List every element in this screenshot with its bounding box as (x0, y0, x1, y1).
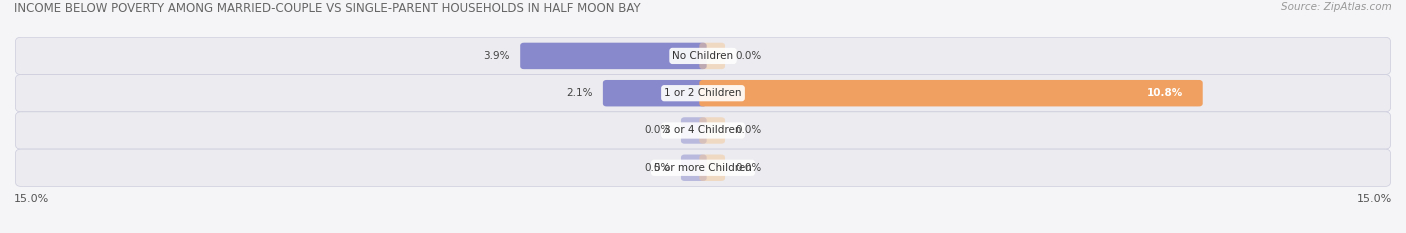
FancyBboxPatch shape (15, 149, 1391, 186)
FancyBboxPatch shape (15, 112, 1391, 149)
Text: 0.0%: 0.0% (735, 126, 762, 135)
FancyBboxPatch shape (15, 37, 1391, 75)
FancyBboxPatch shape (681, 117, 707, 144)
Text: 3 or 4 Children: 3 or 4 Children (664, 126, 742, 135)
FancyBboxPatch shape (699, 117, 725, 144)
Text: 0.0%: 0.0% (735, 51, 762, 61)
Text: 15.0%: 15.0% (1357, 195, 1392, 204)
FancyBboxPatch shape (15, 75, 1391, 112)
Text: 0.0%: 0.0% (644, 163, 671, 173)
FancyBboxPatch shape (681, 154, 707, 181)
FancyBboxPatch shape (699, 43, 725, 69)
Text: 0.0%: 0.0% (735, 163, 762, 173)
Text: 2.1%: 2.1% (567, 88, 593, 98)
Text: 10.8%: 10.8% (1147, 88, 1182, 98)
FancyBboxPatch shape (603, 80, 707, 106)
FancyBboxPatch shape (699, 154, 725, 181)
Text: 3.9%: 3.9% (484, 51, 510, 61)
Text: No Children: No Children (672, 51, 734, 61)
Text: 5 or more Children: 5 or more Children (654, 163, 752, 173)
Text: 0.0%: 0.0% (644, 126, 671, 135)
Text: 15.0%: 15.0% (14, 195, 49, 204)
Text: 1 or 2 Children: 1 or 2 Children (664, 88, 742, 98)
Text: Source: ZipAtlas.com: Source: ZipAtlas.com (1281, 2, 1392, 12)
Text: INCOME BELOW POVERTY AMONG MARRIED-COUPLE VS SINGLE-PARENT HOUSEHOLDS IN HALF MO: INCOME BELOW POVERTY AMONG MARRIED-COUPL… (14, 2, 641, 15)
FancyBboxPatch shape (520, 43, 707, 69)
FancyBboxPatch shape (699, 80, 1202, 106)
